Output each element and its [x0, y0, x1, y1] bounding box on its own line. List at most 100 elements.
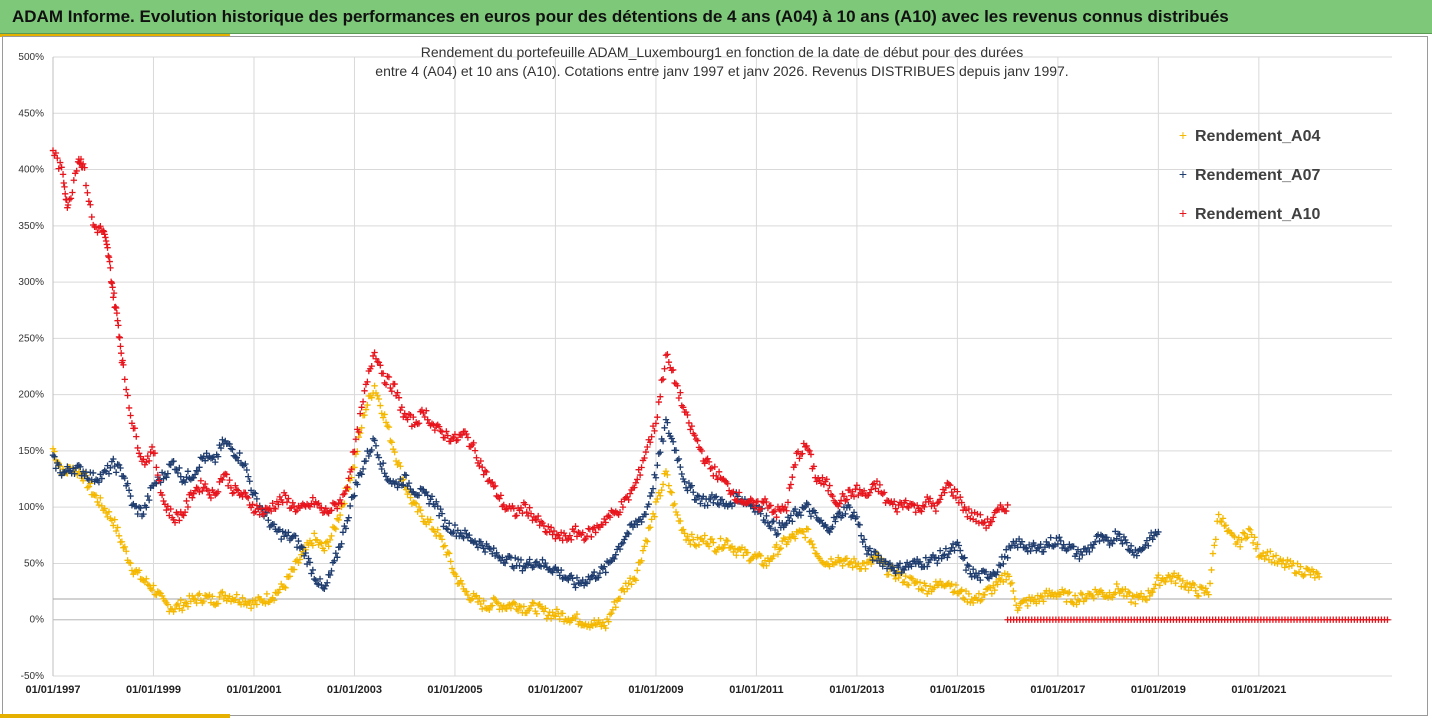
data-point-a07 [364, 447, 371, 455]
data-point-a10 [491, 482, 499, 490]
data-point-a07 [1034, 545, 1041, 552]
data-point-a10 [170, 516, 177, 523]
data-point-a10 [73, 167, 80, 175]
data-point-a10 [526, 504, 533, 511]
data-point-a10 [918, 508, 925, 515]
data-point-a10 [113, 309, 121, 317]
data-point-a04 [1168, 577, 1175, 585]
data-point-a07 [1001, 553, 1008, 560]
data-point-a07 [167, 461, 174, 469]
data-point-a10 [283, 498, 291, 506]
data-point-a04 [458, 580, 466, 588]
data-point-a07 [932, 554, 940, 561]
data-point-a04 [1166, 573, 1174, 581]
data-point-a07 [787, 512, 795, 519]
data-point-a04 [1015, 604, 1023, 612]
data-point-a10 [358, 404, 365, 411]
data-point-a04 [1252, 545, 1260, 552]
data-point-a10 [1003, 507, 1010, 515]
data-point-a04 [1094, 591, 1102, 598]
data-point-a10 [717, 474, 724, 482]
data-point-a04 [671, 500, 678, 508]
y-tick-label: 350% [18, 221, 44, 232]
data-point-a04 [434, 526, 441, 533]
data-point-a04 [190, 595, 197, 602]
data-point-a10 [735, 489, 743, 496]
data-point-a10 [961, 503, 968, 511]
data-point-a07 [243, 466, 250, 474]
data-point-a10 [473, 454, 480, 461]
data-point-a07 [137, 504, 144, 512]
data-point-a07 [1053, 534, 1060, 542]
data-point-a07 [212, 458, 219, 466]
data-point-a04 [958, 586, 965, 593]
data-point-a04 [621, 588, 628, 595]
data-point-a07 [349, 493, 357, 500]
data-point-a07 [302, 549, 309, 557]
data-point-a04 [533, 610, 540, 617]
data-point-a07 [1051, 541, 1059, 549]
data-point-a10 [124, 392, 131, 399]
data-point-a07 [501, 559, 509, 567]
data-point-a04 [741, 546, 749, 553]
data-point-a04 [906, 574, 914, 581]
data-point-a07 [233, 454, 240, 461]
data-point-a10 [931, 502, 938, 510]
data-point-a10 [823, 476, 830, 483]
data-point-a10 [527, 510, 535, 517]
data-point-a10 [154, 471, 161, 479]
data-point-a04 [1242, 535, 1250, 542]
data-point-a04 [1261, 555, 1268, 563]
data-point-a04 [97, 494, 104, 502]
data-point-a04 [994, 581, 1001, 588]
data-point-a07 [1047, 534, 1054, 541]
data-point-a10 [981, 519, 988, 526]
data-point-a10 [657, 393, 664, 400]
data-point-a07 [896, 560, 904, 567]
x-tick-label: 01/01/1999 [126, 684, 181, 696]
data-point-a10 [819, 474, 826, 481]
data-point-a10 [371, 349, 378, 356]
data-point-a10 [450, 433, 457, 441]
data-point-a10 [763, 498, 770, 506]
data-point-a07 [589, 572, 596, 579]
data-point-a07 [565, 576, 572, 584]
data-point-a10 [560, 529, 568, 537]
data-point-a10 [106, 258, 113, 265]
data-point-a10 [662, 352, 670, 359]
data-point-a10 [143, 458, 150, 466]
data-point-a04 [919, 587, 927, 594]
data-point-a10 [868, 486, 875, 493]
data-point-a10 [984, 515, 991, 523]
data-point-a07 [226, 440, 233, 448]
data-point-a04 [735, 545, 743, 553]
data-point-a07 [424, 492, 431, 499]
data-point-a10 [332, 501, 340, 508]
data-point-a07 [400, 481, 407, 489]
data-point-a04 [447, 558, 454, 565]
data-point-a04 [417, 507, 424, 514]
data-point-a07 [180, 477, 187, 485]
data-point-a04 [1011, 595, 1019, 603]
data-point-a07 [714, 500, 721, 508]
data-point-a10 [751, 504, 759, 511]
data-point-a07 [232, 453, 239, 461]
data-point-a10 [121, 376, 128, 383]
data-point-a04 [1127, 598, 1135, 606]
data-point-a07 [362, 457, 370, 465]
data-point-a07 [835, 510, 842, 517]
data-point-a10 [62, 190, 69, 198]
y-tick-label: 200% [18, 390, 44, 401]
x-tick-label: 01/01/2017 [1030, 684, 1085, 696]
data-point-a04 [309, 542, 317, 549]
data-point-a04 [476, 595, 483, 602]
data-point-a07 [618, 540, 625, 548]
data-point-a10 [942, 484, 950, 492]
data-point-a10 [464, 434, 472, 441]
data-point-a07 [270, 521, 278, 528]
data-point-a04 [280, 583, 288, 591]
data-point-a10 [988, 518, 996, 525]
data-point-a07 [895, 564, 902, 571]
data-point-a04 [1149, 588, 1156, 596]
data-point-a10 [624, 493, 631, 501]
